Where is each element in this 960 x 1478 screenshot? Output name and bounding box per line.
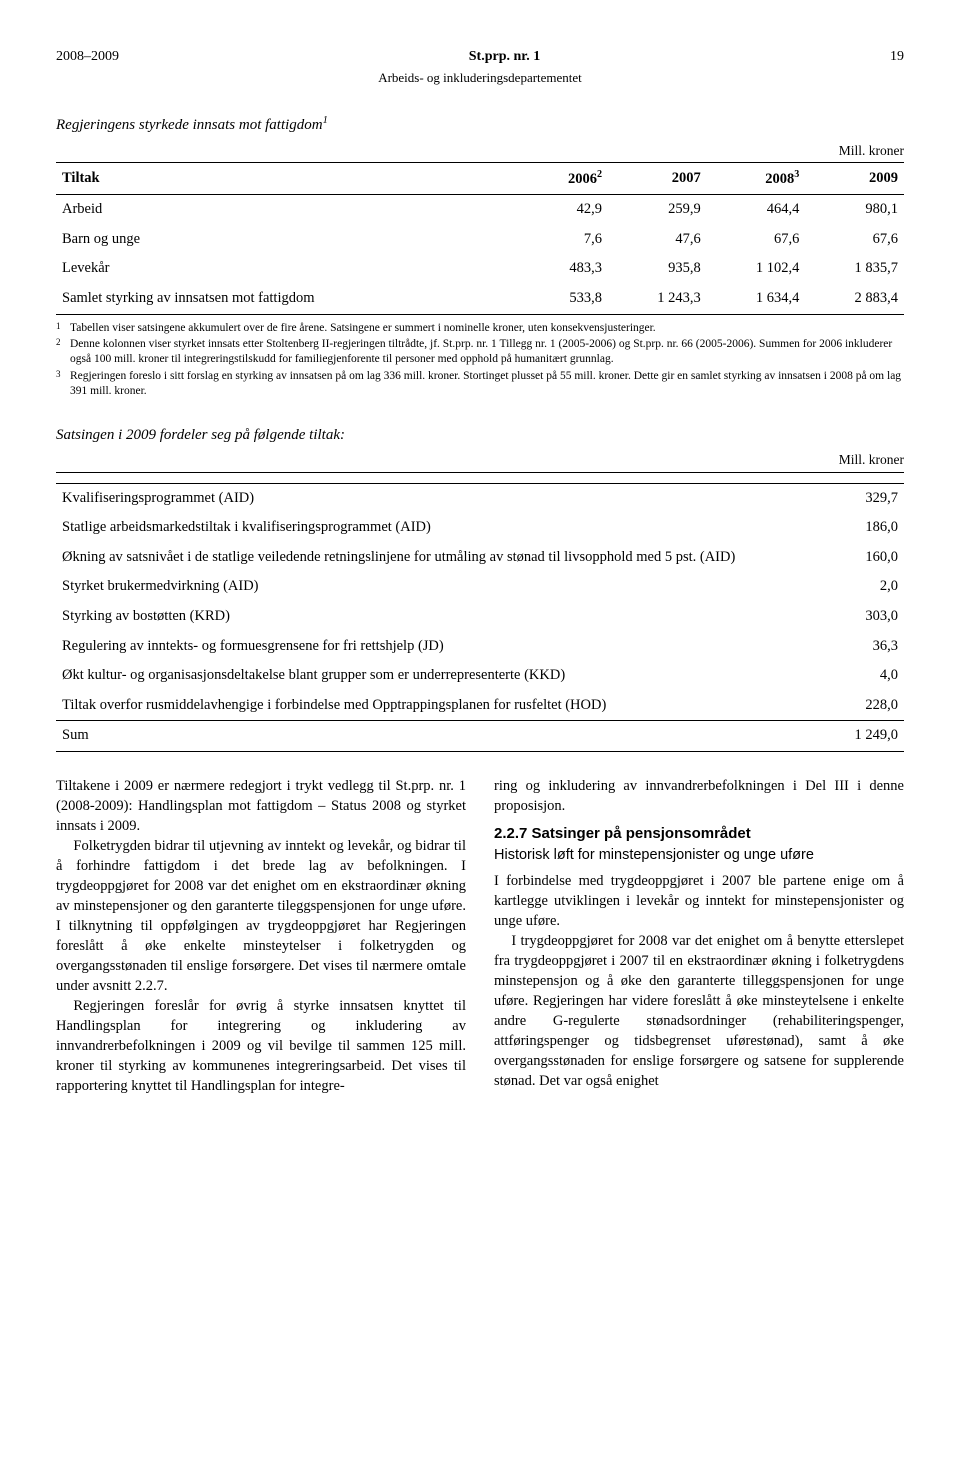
table-row: Statlige arbeidsmarkedstiltak i kvalifis… — [56, 513, 904, 543]
header-right: 19 — [890, 48, 904, 67]
body-paragraph: Regjeringen foreslår for øvrig å styrke … — [56, 996, 466, 1096]
body-paragraph: I forbindelse med trygdeoppgjøret i 2007… — [494, 871, 904, 931]
section-heading: 2.2.7 Satsinger på pensjonsområdet — [494, 824, 904, 845]
table-row: Sum1 249,0 — [56, 721, 904, 752]
table-row: Kvalifiseringsprogrammet (AID)329,7 — [56, 483, 904, 513]
table-row: Levekår483,3935,81 102,41 835,7 — [56, 254, 904, 284]
table1-col-header: 20062 — [526, 162, 608, 194]
table-row: Økt kultur- og organisasjonsdeltakelse b… — [56, 661, 904, 691]
body-paragraph: Tiltakene i 2009 er nærmere redegjort i … — [56, 776, 466, 836]
left-column: Tiltakene i 2009 er nærmere redegjort i … — [56, 776, 466, 1096]
page-header: 2008–2009 St.prp. nr. 1 19 — [56, 48, 904, 67]
body-paragraph: Folketrygden bidrar til utjevning av inn… — [56, 836, 466, 996]
header-sub: Arbeids- og inkluderingsdepartementet — [56, 69, 904, 87]
header-left: 2008–2009 — [56, 48, 119, 67]
table1-title: Regjeringens styrkede innsats mot fattig… — [56, 114, 904, 135]
table-row: Styrking av bostøtten (KRD)303,0 — [56, 602, 904, 632]
body-paragraph: ring og inkludering av innvandrerbefolkn… — [494, 776, 904, 816]
table-row: Økning av satsnivået i de statlige veile… — [56, 543, 904, 573]
table-row: Samlet styrking av innsatsen mot fattigd… — [56, 284, 904, 314]
table1: Tiltak200622007200832009 Arbeid42,9259,9… — [56, 162, 904, 315]
table-row: Arbeid42,9259,9464,4980,1 — [56, 195, 904, 225]
table1-col-header: 20083 — [707, 162, 806, 194]
footnote-text: Regjeringen foreslo i sitt forslag en st… — [70, 369, 904, 399]
right-column: ring og inkludering av innvandrerbefolkn… — [494, 776, 904, 1096]
table-row: Styrket brukermedvirkning (AID)2,0 — [56, 572, 904, 602]
body-columns: Tiltakene i 2009 er nærmere redegjort i … — [56, 776, 904, 1096]
table2-title: Satsingen i 2009 fordeler seg på følgend… — [56, 425, 904, 445]
table1-col-header: 2007 — [608, 162, 707, 194]
header-center: St.prp. nr. 1 — [469, 48, 540, 67]
table1-col-header: 2009 — [805, 162, 904, 194]
section-subheading: Historisk løft for minstepensjonister og… — [494, 846, 904, 864]
table-row: Regulering av inntekts- og formuesgrense… — [56, 632, 904, 662]
table2-unit: Mill. kroner — [56, 451, 904, 469]
table1-unit: Mill. kroner — [56, 142, 904, 160]
footnote-text: Tabellen viser satsingene akkumulert ove… — [70, 321, 904, 336]
table1-col-header: Tiltak — [56, 162, 526, 194]
table-row: Tiltak overfor rusmiddelavhengige i forb… — [56, 691, 904, 721]
footnote-text: Denne kolonnen viser styrket innsats ett… — [70, 337, 904, 367]
table2: Kvalifiseringsprogrammet (AID)329,7Statl… — [56, 472, 904, 752]
table1-footnotes: 1Tabellen viser satsingene akkumulert ov… — [56, 321, 904, 400]
table-row: Barn og unge7,647,667,667,6 — [56, 225, 904, 255]
body-paragraph: I trygdeoppgjøret for 2008 var det enigh… — [494, 931, 904, 1091]
